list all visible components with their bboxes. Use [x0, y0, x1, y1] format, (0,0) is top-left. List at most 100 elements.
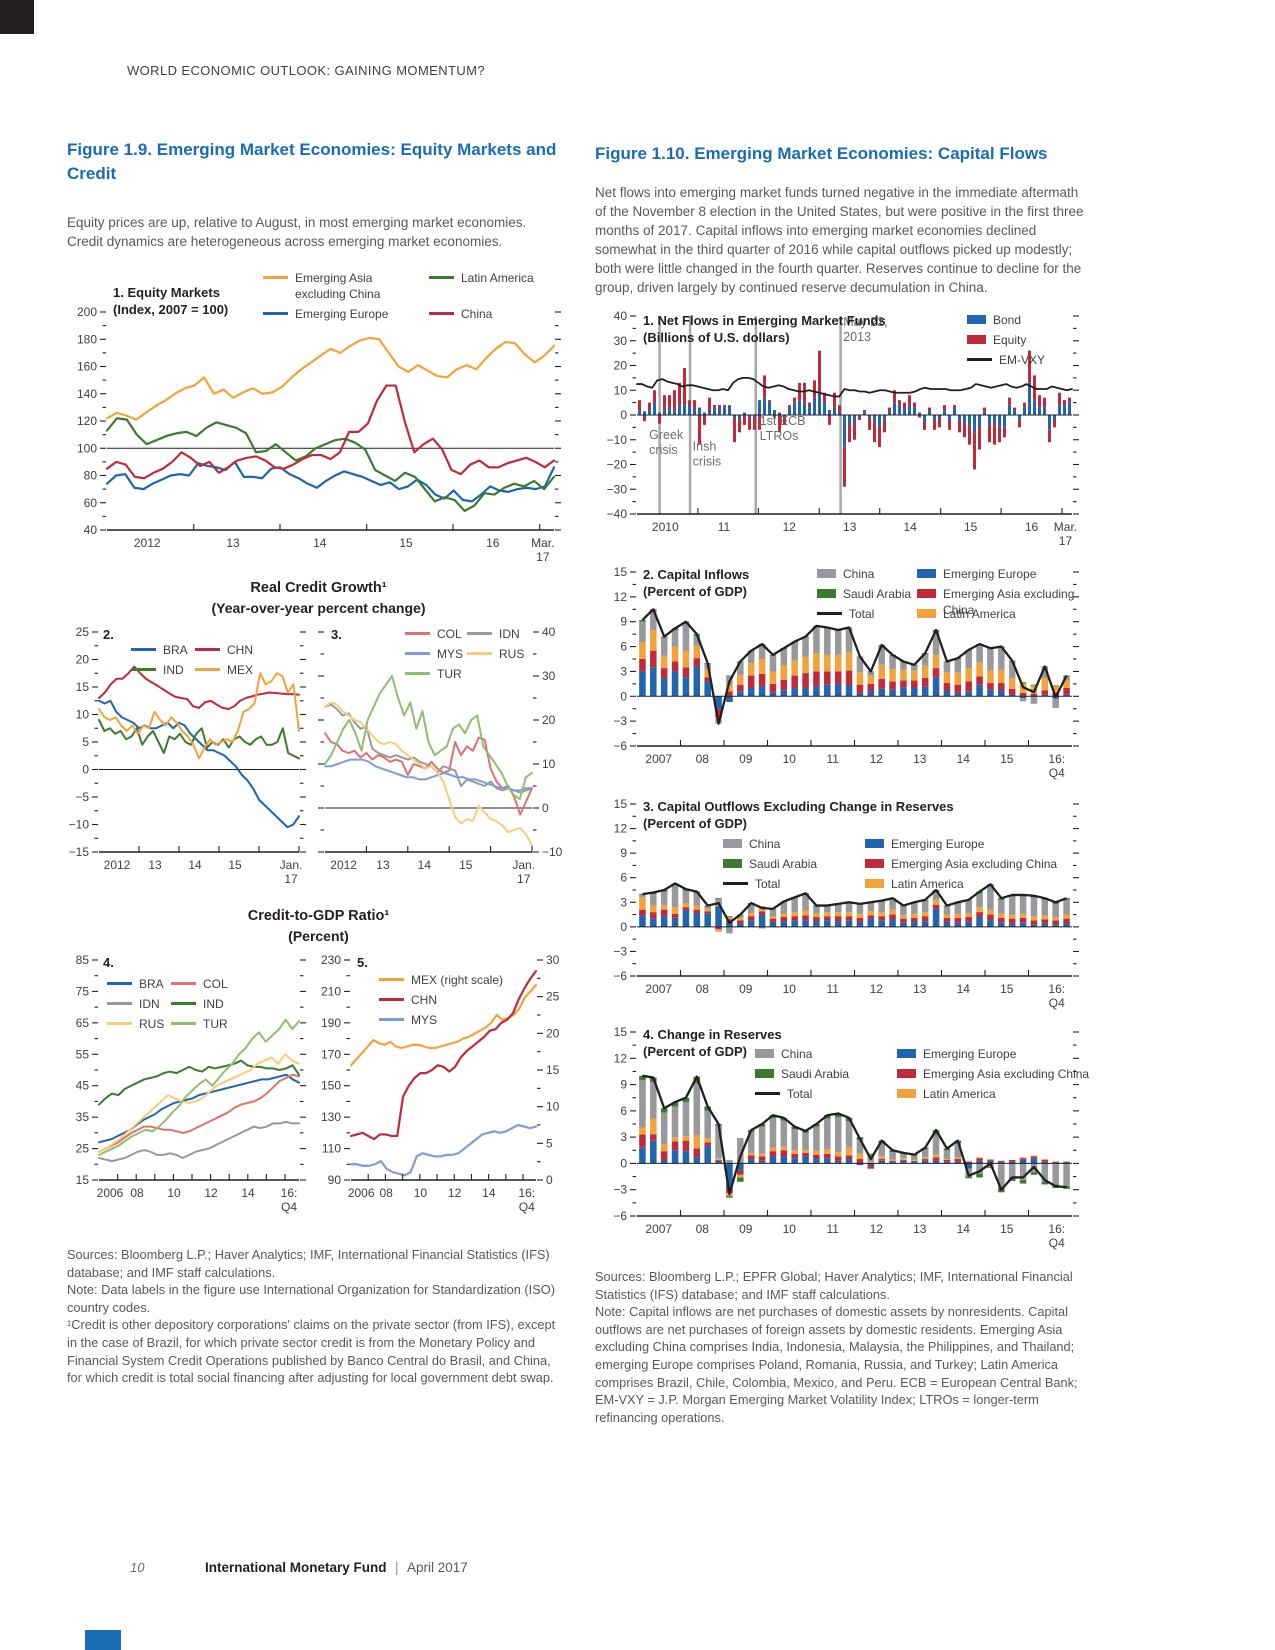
f110p4-canvas: −6 −3 0 3 6 9 12 15 2007 08 09 10 11 12 13 14 15 16:Q4	[613, 1025, 1079, 1250]
svg-text:14: 14	[957, 1222, 971, 1236]
legend-item: Emerging Europe	[865, 836, 984, 852]
legend-swatch	[379, 978, 404, 981]
legend-swatch	[107, 1002, 132, 1005]
svg-text:14: 14	[418, 858, 432, 872]
svg-text:25: 25	[546, 990, 560, 1004]
svg-text:110: 110	[322, 1142, 341, 1156]
f19p5-canvas: 90 110 130 150 170 190 210 230 0 5 10 15 20 25 30 2006 0…	[321, 953, 560, 1214]
legend-item: Total	[755, 1086, 812, 1102]
legend-item: MEX (right scale)	[379, 972, 503, 988]
legend-swatch	[723, 859, 742, 868]
svg-text:08: 08	[696, 1222, 710, 1236]
svg-text:15: 15	[614, 797, 628, 811]
legend-item: BRA	[107, 976, 164, 992]
svg-text:230: 230	[321, 953, 341, 967]
legend-item: BRA	[131, 642, 188, 658]
legend-label: RUS	[499, 647, 525, 661]
legend-item: TUR	[405, 666, 462, 682]
svg-text:13: 13	[376, 858, 390, 872]
legend-label: CHN	[227, 643, 253, 657]
svg-text:5: 5	[82, 735, 89, 749]
legend-label: IND	[203, 997, 224, 1011]
legend-item: Saudi Arabia	[817, 586, 911, 602]
credit-gdp-section-title: Credit-to-GDP Ratio¹ (Percent)	[67, 906, 570, 946]
change-in-reserves-chart: −6 −3 0 3 6 9 12 15 2007 08 09 10 11 12 13 14 15 16: Q4 4. …	[595, 1022, 1100, 1260]
legend-item: MYS	[405, 646, 463, 662]
page-tab-mark	[85, 1630, 121, 1650]
svg-text:14: 14	[482, 1186, 496, 1200]
svg-text:65: 65	[76, 1016, 90, 1030]
legend-swatch	[755, 1049, 774, 1058]
svg-text:−3: −3	[613, 1183, 627, 1197]
svg-text:−20: −20	[607, 458, 628, 472]
legend-swatch	[405, 632, 430, 635]
svg-text:14: 14	[957, 982, 971, 996]
svg-text:35: 35	[76, 1110, 90, 1124]
legend-swatch	[429, 312, 454, 315]
svg-text:−10: −10	[607, 433, 628, 447]
legend-swatch	[917, 609, 936, 618]
legend-label: RUS	[139, 1017, 165, 1031]
svg-text:08: 08	[696, 752, 710, 766]
legend-item: Saudi Arabia	[755, 1066, 849, 1082]
legend-item: Emerging Europe	[917, 566, 1036, 582]
svg-text:12: 12	[870, 752, 884, 766]
legend-item: Bond	[967, 312, 1021, 328]
legend-swatch	[131, 668, 156, 671]
legend-swatch	[263, 312, 288, 315]
legend-label: Emerging Asia excluding China	[923, 1067, 1090, 1081]
svg-text:14: 14	[957, 752, 971, 766]
legend-swatch	[897, 1049, 916, 1058]
svg-text:6: 6	[620, 640, 627, 654]
svg-text:5: 5	[546, 1136, 553, 1150]
svg-text:45: 45	[76, 1079, 90, 1093]
legend-item: Emerging Asia excluding China	[263, 270, 380, 302]
svg-text:30: 30	[614, 334, 628, 348]
svg-text:15: 15	[614, 1025, 628, 1039]
svg-text:08: 08	[696, 982, 710, 996]
legend-swatch	[467, 652, 492, 655]
legend-label: Bond	[993, 313, 1022, 327]
figure-1-10-sources-block: Sources: Bloomberg L.P.; EPFR Global; Ha…	[595, 1268, 1092, 1426]
legend-swatch	[405, 672, 430, 675]
credit-gdp-panel-5-chart: 90 110 130 150 170 190 210 230 0 5 10 15 20 25 30 2006 0…	[313, 948, 570, 1224]
svg-text:10: 10	[76, 708, 90, 722]
svg-text:2012: 2012	[104, 858, 131, 872]
svg-text:12: 12	[448, 1186, 462, 1200]
legend-item: COL	[405, 626, 462, 642]
legend-item: Latin America	[865, 876, 964, 892]
figure-1-10-intro: Net flows into emerging market funds tur…	[595, 185, 1084, 295]
legend-label: Emerging Europe	[891, 837, 985, 851]
svg-text:−10: −10	[542, 845, 563, 859]
svg-text:25: 25	[76, 625, 90, 639]
legend-label: Emerging Asia excluding China	[891, 857, 1058, 871]
legend-swatch	[755, 1092, 780, 1095]
legend-label: Emerging Asia excluding China	[943, 587, 1075, 617]
svg-text:11: 11	[827, 752, 840, 766]
legend-item: Total	[817, 606, 874, 622]
legend-item: TUR	[171, 1016, 228, 1032]
svg-text:Mar.: Mar.	[531, 536, 554, 550]
svg-text:13: 13	[226, 536, 240, 550]
svg-text:0: 0	[620, 920, 627, 934]
legend-item: China	[817, 566, 874, 582]
svg-text:−30: −30	[607, 482, 628, 496]
svg-text:Irish: Irish	[693, 440, 717, 454]
svg-text:15: 15	[399, 536, 413, 550]
legend-label: COL	[437, 627, 462, 641]
legend-label: Emerging Europe	[295, 307, 389, 321]
svg-text:0: 0	[82, 763, 89, 777]
svg-text:2007: 2007	[645, 982, 672, 996]
legend-label: IND	[163, 663, 184, 677]
svg-text:16:: 16:	[1048, 752, 1065, 766]
svg-text:15: 15	[614, 565, 628, 579]
legend-swatch	[723, 839, 742, 848]
legend-item: Emerging Europe	[263, 306, 388, 322]
legend-item: Saudi Arabia	[723, 856, 817, 872]
credit-growth-panel-3-chart: −10 0 10 20 30 40 2012 13 14 15 Jan. 17 3. COL MYS TUR I…	[313, 620, 570, 896]
svg-text:12: 12	[870, 1222, 884, 1236]
svg-text:80: 80	[84, 469, 98, 483]
credit-gdp-subtitle: (Percent)	[288, 928, 349, 944]
legend-label: IDN	[499, 627, 520, 641]
svg-text:−6: −6	[613, 739, 627, 753]
